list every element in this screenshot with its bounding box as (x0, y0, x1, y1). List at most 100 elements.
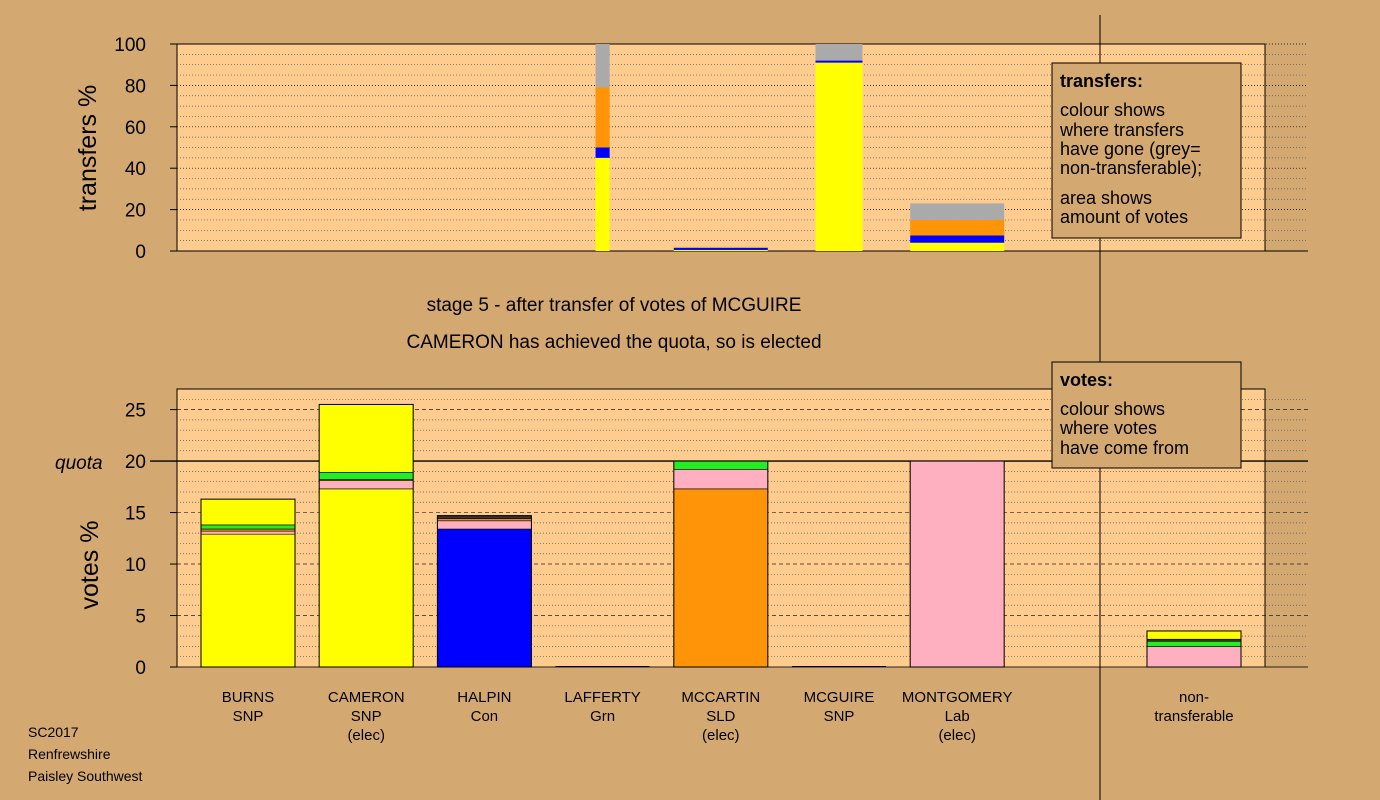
transfers-bar-segment (815, 62, 863, 251)
transfers-bar-segment (815, 44, 863, 61)
votes-x-tick-label: Lab (945, 708, 970, 725)
transfers-bar-segment (910, 203, 1005, 220)
votes-x-tick-label: (elec) (938, 727, 976, 744)
transfers-legend-line-6: amount of votes (1060, 207, 1188, 227)
votes-x-tick-label: MCCARTIN (681, 689, 760, 706)
status-title: CAMERON has achieved the quota, so is el… (406, 332, 821, 353)
votes-legend-line-3: have come from (1060, 438, 1189, 458)
transfers-legend-line-1: colour shows (1060, 100, 1165, 120)
votes-tick-label: 5 (135, 607, 146, 628)
votes-x-tick-label: Grn (590, 708, 615, 725)
votes-bar-outline (436, 515, 532, 668)
votes-tick-label: 0 (135, 658, 146, 679)
votes-x-tick-label: SLD (706, 708, 735, 725)
votes-bar-segment (909, 460, 1005, 668)
nontransferable-x-label: non- (1179, 689, 1209, 706)
votes-x-tick-label: BURNS (222, 689, 275, 706)
transfers-tick-label: 60 (125, 118, 146, 139)
votes-x-tick-label: (elec) (702, 727, 740, 744)
transfers-bar-segment (595, 157, 610, 251)
transfers-y-axis-label: transfers % (74, 85, 102, 211)
votes-bar-segment (437, 528, 532, 668)
transfers-bar-segment (910, 235, 1005, 243)
transfers-legend-line-2: where transfers (1059, 120, 1184, 140)
transfers-tick-label: 100 (114, 35, 146, 56)
transfers-bars (595, 44, 1005, 251)
votes-bar-outline (200, 498, 296, 668)
votes-bar-segment (1146, 646, 1242, 668)
votes-bars (200, 403, 1242, 668)
votes-bar-outline (1146, 630, 1242, 668)
votes-legend-title: votes: (1060, 370, 1113, 390)
votes-tick-label: 15 (125, 504, 146, 525)
votes-x-tick-label: SNP (351, 708, 382, 725)
footer-line-1: SC2017 (28, 724, 79, 740)
nontransferable-x-label: transferable (1154, 708, 1233, 725)
votes-bar-segment (200, 530, 296, 535)
votes-tick-label: 10 (125, 555, 146, 576)
votes-bar-segment (318, 480, 414, 490)
votes-bar-segment (200, 498, 296, 526)
votes-x-tick-label: SNP (824, 708, 855, 725)
transfers-tick-label: 0 (135, 242, 146, 263)
transfers-tick-label: 80 (125, 76, 146, 97)
transfers-bar-segment (673, 249, 768, 251)
votes-bar-outline (318, 403, 414, 668)
votes-bar-segment (1146, 630, 1242, 640)
votes-bar-segment (673, 469, 769, 490)
transfers-bar-segment (910, 219, 1005, 236)
votes-y-axis: 0 5 10 15 20 25 (125, 401, 177, 679)
votes-bar-segment (318, 472, 414, 480)
votes-x-tick-label: LAFFERTY (564, 689, 640, 706)
votes-y-axis-label: votes % (76, 521, 104, 610)
transfers-bar-segment (673, 247, 768, 250)
votes-bar-segment (1146, 640, 1242, 647)
votes-bar-segment (318, 488, 414, 668)
transfers-bar-segment (673, 247, 768, 248)
votes-bar-segment (1146, 638, 1242, 642)
transfers-legend-line-5: area shows (1060, 188, 1152, 208)
votes-bar-segment (318, 404, 414, 473)
transfers-legend: transfers: colour shows where transfers … (1051, 62, 1242, 239)
votes-legend-box (1051, 361, 1242, 469)
votes-x-tick-label: CAMERON (328, 689, 405, 706)
transfers-tick-label: 20 (125, 201, 146, 222)
transfers-tick-label: 40 (125, 159, 146, 180)
votes-x-tick-label: HALPIN (457, 689, 511, 706)
stage-title: stage 5 - after transfer of votes of MCG… (427, 295, 802, 316)
votes-x-tick-label: SNP (233, 708, 264, 725)
quota-label: quota (55, 453, 103, 474)
votes-x-tick-label: (elec) (347, 727, 385, 744)
transfers-bar-segment (595, 87, 610, 148)
transfers-y-axis: 0 20 40 60 80 100 (114, 35, 177, 263)
transfers-bar-segment (910, 242, 1005, 251)
transfers-legend-title: transfers: (1060, 71, 1143, 91)
votes-legend-line-1: colour shows (1060, 399, 1165, 419)
votes-bar-segment (200, 533, 296, 668)
footer-line-3: Paisley Southwest (28, 768, 143, 784)
votes-tick-label: 20 (125, 452, 146, 473)
transfers-bar-segment (595, 44, 610, 88)
votes-x-tick-label: Con (471, 708, 499, 725)
votes-x-tick-label: MONTGOMERY (902, 689, 1013, 706)
transfers-bar-segment (815, 60, 863, 63)
votes-x-axis: BURNS SNP CAMERON SNP (elec) HALPIN Con LAFFERT… (222, 689, 1234, 744)
transfers-legend-line-4: non-transferable); (1060, 158, 1202, 178)
votes-bar-segment (437, 520, 532, 530)
votes-bar-segment (200, 524, 296, 530)
transfers-legend-box (1051, 62, 1242, 239)
votes-x-tick-label: MCGUIRE (804, 689, 875, 706)
votes-bar-segment (673, 460, 769, 470)
footer-line-2: Renfrewshire (28, 746, 111, 762)
votes-legend-line-2: where votes (1059, 418, 1157, 438)
votes-tick-label: 25 (125, 401, 146, 422)
votes-bar-segment (437, 518, 532, 522)
transfers-bar-segment (595, 147, 610, 158)
votes-bar-segment (200, 528, 296, 532)
votes-bar-outline (909, 460, 1005, 668)
votes-legend: votes: colour shows where votes have com… (1051, 361, 1242, 469)
transfers-legend-line-3: have gone (grey= (1060, 139, 1201, 159)
votes-bar-segment (673, 488, 769, 668)
votes-bar-outline (673, 460, 769, 668)
